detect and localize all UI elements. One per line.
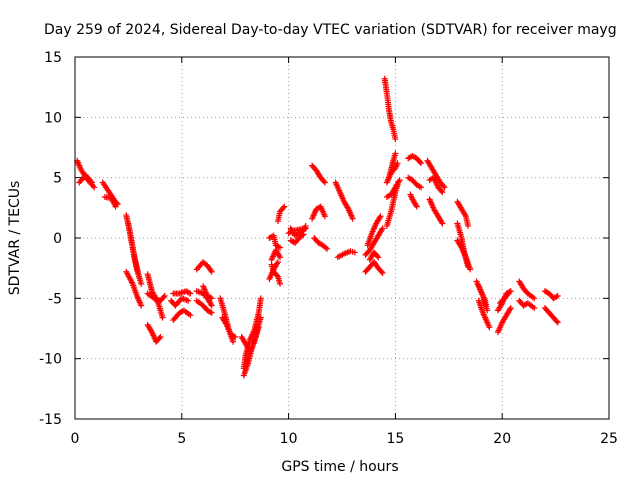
data-point-marker [441, 184, 448, 191]
data-point-marker [232, 333, 239, 340]
data-point-marker [208, 295, 215, 302]
data-point-marker [208, 268, 215, 275]
data-point-marker [280, 204, 287, 211]
data-point-marker [439, 220, 446, 227]
data-point-marker [553, 318, 560, 325]
data-point-marker [438, 187, 445, 194]
data-point-marker [321, 213, 328, 220]
data-point-marker [377, 213, 384, 220]
data-point-marker [156, 335, 163, 342]
data-point-marker [531, 304, 538, 311]
data-point-marker [160, 294, 167, 301]
data-point-marker [208, 309, 215, 316]
data-point-marker [482, 302, 489, 309]
data-point-marker [465, 222, 472, 229]
data-point-marker [277, 280, 284, 287]
data-point-marker [394, 160, 401, 167]
x-tick-label: 20 [493, 431, 511, 447]
data-point-marker [486, 324, 493, 331]
data-point-marker [505, 290, 512, 297]
data-point-marker [379, 269, 386, 276]
y-tick-label: 10 [44, 110, 62, 126]
y-tick-label: 5 [53, 171, 62, 187]
x-tick-label: 0 [71, 431, 80, 447]
x-tick-label: 5 [177, 431, 186, 447]
data-point-marker [349, 215, 356, 222]
data-point-marker [484, 307, 491, 314]
data-point-marker [277, 254, 284, 261]
data-point-marker [439, 189, 446, 196]
data-point-marker [392, 136, 399, 143]
x-tick-label: 25 [600, 431, 618, 447]
data-point-marker [379, 225, 386, 232]
data-point-marker [418, 184, 425, 191]
data-point-marker [324, 245, 331, 252]
data-point-marker [208, 302, 215, 309]
data-point-marker [392, 150, 399, 157]
x-axis-label: GPS time / hours [281, 459, 398, 475]
data-point-marker [112, 203, 119, 210]
data-point-marker [157, 333, 164, 340]
data-point-marker [320, 178, 327, 185]
chart-title: Day 259 of 2024, Sidereal Day-to-day VTE… [44, 22, 617, 38]
data-point-marker [257, 314, 264, 321]
data-point-marker [159, 314, 166, 321]
data-point-marker [257, 295, 264, 302]
data-point-marker [396, 177, 403, 184]
data-point-marker [440, 183, 447, 190]
data-point-marker [375, 254, 382, 261]
data-point-marker [302, 225, 309, 232]
data-point-marker [187, 290, 194, 297]
data-point-marker [230, 338, 237, 345]
y-axis-label: SDTVAR / TECUs [7, 181, 23, 296]
data-point-marker [300, 231, 307, 238]
data-point-marker [351, 249, 358, 256]
data-point-marker [507, 304, 514, 311]
data-point-marker [378, 268, 385, 275]
data-point-marker [138, 280, 145, 287]
data-points [74, 75, 561, 379]
data-point-marker [554, 292, 561, 299]
y-tick-label: -15 [39, 412, 62, 428]
x-tick-label: 10 [280, 431, 298, 447]
data-point-marker [531, 295, 538, 302]
data-point-marker [504, 291, 511, 298]
data-point-marker [321, 179, 328, 186]
data-point-marker [416, 158, 423, 165]
data-point-marker [274, 259, 281, 266]
data-point-marker [187, 312, 194, 319]
data-point-marker [277, 244, 284, 251]
x-tick-label: 15 [386, 431, 404, 447]
x-tick-labels: 0 5 10 15 20 25 [71, 431, 618, 447]
y-tick-label: 15 [44, 50, 62, 66]
data-point-marker [413, 203, 420, 210]
data-point-marker [91, 184, 98, 191]
axis-ticks [74, 56, 610, 420]
data-point-marker [467, 266, 474, 273]
y-tick-label: -10 [39, 352, 62, 368]
data-point-marker [273, 272, 280, 279]
data-point-marker [138, 302, 145, 309]
y-tick-labels: -15 -10 -5 0 5 10 15 [39, 50, 62, 428]
data-point-marker [374, 253, 381, 260]
y-tick-label: 0 [53, 231, 62, 247]
grid [75, 57, 609, 419]
data-point-marker [418, 160, 425, 167]
y-tick-label: -5 [48, 291, 62, 307]
data-point-marker [185, 297, 192, 304]
data-point-marker [161, 292, 168, 299]
data-point-marker [281, 203, 288, 210]
data-point-marker [89, 179, 96, 186]
data-point-marker [554, 319, 561, 326]
